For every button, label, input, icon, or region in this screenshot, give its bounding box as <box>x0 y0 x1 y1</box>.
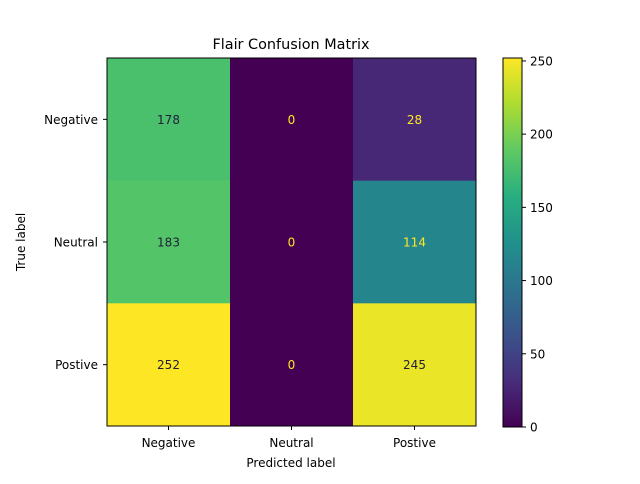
colorbar-ticks: 0 50 100 150 200 250 <box>522 54 553 435</box>
y-tick-label: Negative <box>44 113 98 127</box>
colorbar-gradient <box>503 58 522 427</box>
x-axis-label: Predicted label <box>246 456 335 470</box>
colorbar-tick-label: 50 <box>530 347 545 361</box>
heatmap-cell-value: 245 <box>403 358 426 372</box>
colorbar-tick-label: 100 <box>530 274 553 288</box>
colorbar-tick-label: 250 <box>530 54 553 68</box>
x-tick-label: Postive <box>393 436 436 450</box>
colorbar-tick-label: 200 <box>530 128 553 142</box>
heatmap-cell-value: 252 <box>157 358 180 372</box>
heatmap-cell <box>353 58 477 182</box>
heatmap-cell-value: 183 <box>157 236 180 250</box>
y-tick-label: Postive <box>55 358 98 372</box>
heatmap-cell-value: 178 <box>157 113 180 127</box>
heatmap-cell-value: 0 <box>288 358 296 372</box>
heatmap-cell-labels: 178 0 28 183 0 114 252 0 245 <box>157 113 426 372</box>
colorbar: 0 50 100 150 200 250 <box>502 54 553 435</box>
x-tick-label: Negative <box>142 436 196 450</box>
x-axis: Negative Neutral Postive <box>142 426 436 450</box>
heatmap-cell <box>230 180 354 304</box>
colorbar-tick-label: 0 <box>530 421 538 435</box>
heatmap-cell <box>353 303 477 427</box>
colorbar-frame <box>502 57 523 428</box>
heatmap-cell-value: 0 <box>288 236 296 250</box>
x-tick-label: Neutral <box>269 436 313 450</box>
heatmap-cell <box>107 303 231 427</box>
y-tick-label: Neutral <box>54 236 98 250</box>
heatmap-cell-value: 114 <box>403 236 426 250</box>
heatmap-cell-value: 0 <box>288 113 296 127</box>
heatmap-cell <box>107 180 231 304</box>
y-axis-label: True label <box>14 213 28 272</box>
heatmap-cell <box>230 58 354 182</box>
heatmap-cell <box>230 303 354 427</box>
heatmap-cell-value: 28 <box>407 113 422 127</box>
y-axis: Negative Neutral Postive <box>44 113 107 372</box>
heatmap-cell <box>353 180 477 304</box>
heatmap-cells <box>107 58 477 427</box>
heatmap-cell <box>107 58 231 182</box>
colorbar-tick-label: 150 <box>530 201 553 215</box>
chart-title: Flair Confusion Matrix <box>212 37 370 53</box>
